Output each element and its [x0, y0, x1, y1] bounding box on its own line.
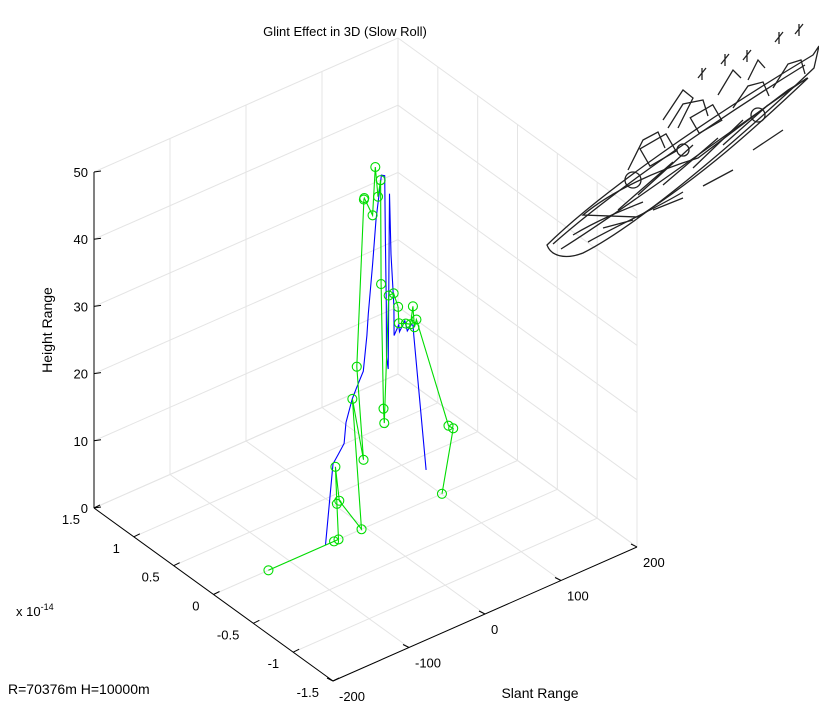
x-tick-label: -100: [415, 656, 441, 671]
data-point: [411, 314, 422, 325]
y-tick-mark: [253, 619, 260, 624]
data-point: [407, 301, 418, 312]
z-tick-label: 40: [74, 232, 88, 247]
range-height-annotation: R=70376m H=10000m: [8, 681, 150, 697]
data-point: [333, 534, 344, 545]
data-point: [379, 418, 390, 429]
floor-gridline: [253, 488, 558, 624]
data-point: [393, 301, 404, 312]
data-point: [443, 420, 454, 431]
data-point: [331, 498, 342, 509]
data-point: [358, 454, 369, 465]
z-tick-mark: [93, 439, 102, 442]
chart-title: Glint Effect in 3D (Slow Roll): [263, 24, 427, 39]
x-tick-label: -200: [339, 689, 365, 704]
z-tick-mark: [93, 237, 102, 240]
z-tick-mark: [93, 372, 102, 375]
data-point: [376, 279, 387, 290]
data-point: [388, 288, 399, 299]
floor-gridline: [173, 431, 478, 567]
y-exponent-label: x 10-14: [16, 602, 54, 619]
z-tick-label: 50: [74, 165, 88, 180]
x-axis-label: Slant Range: [501, 685, 578, 701]
x-tick-label: 200: [643, 555, 665, 570]
y-tick-mark: [93, 504, 101, 509]
data-point: [370, 161, 381, 173]
z-tick-mark: [93, 304, 102, 307]
z-tick-label: 0: [81, 501, 88, 516]
z-axis-label: Height Range: [39, 287, 55, 373]
data-point: [372, 191, 384, 202]
tick-labels: 0 10 20 30 40 50 -1.5 -1 -0.5 0 0.5 1 1.5 -200 -100 0 10…: [62, 165, 665, 704]
y-tick-label: -0.5: [217, 627, 239, 642]
data-point: [359, 193, 370, 204]
x-tick-label: 0: [491, 622, 498, 637]
y-tick-mark: [213, 591, 220, 595]
data-point: [409, 322, 420, 333]
data-point: [356, 524, 367, 535]
y-tick-label: -1.5: [297, 685, 319, 700]
y-tick-label: 0.5: [142, 570, 160, 585]
series-line: [268, 166, 454, 571]
x-tick-mark: [554, 577, 562, 581]
y-tick-label: 0: [192, 599, 199, 614]
x-tick-mark: [402, 644, 410, 648]
data-point: [330, 461, 341, 472]
x-tick-mark: [326, 677, 334, 682]
y-tick-label: 1: [113, 541, 120, 556]
y-tick-mark: [332, 677, 340, 682]
data-point: [375, 175, 386, 186]
y-tick-label: -1: [268, 656, 280, 671]
z-tick-label: 30: [74, 299, 88, 314]
data-point: [378, 403, 389, 414]
data-point: [448, 423, 459, 434]
x-tick-mark: [478, 610, 486, 615]
y-tick-mark: [173, 562, 180, 567]
z-tick-label: 10: [74, 434, 88, 449]
data-point: [334, 495, 345, 506]
x-tick-mark: [630, 543, 638, 548]
floor-gridline: [292, 517, 598, 653]
y-exponent-power: -14: [41, 602, 54, 612]
gridlines: [93, 37, 638, 682]
battleship-picture: [546, 23, 819, 258]
z-tick-mark: [93, 170, 102, 173]
y-tick-mark: [292, 648, 300, 653]
data-point: [367, 210, 378, 221]
y-exponent-base: x 10: [16, 604, 41, 619]
y-tick-label: 1.5: [62, 512, 80, 527]
floor-gridline: [133, 402, 439, 538]
data-series: [263, 161, 459, 576]
data-point: [351, 361, 362, 372]
data-point: [383, 290, 394, 301]
data-point: [263, 565, 274, 576]
data-point: [328, 536, 340, 547]
z-tick-label: 20: [74, 367, 88, 382]
series-line: [324, 174, 427, 546]
data-point: [347, 393, 358, 404]
axes: [93, 170, 638, 682]
data-point: [393, 318, 404, 329]
data-point: [400, 318, 411, 329]
data-point: [436, 488, 448, 499]
x-tick-label: 100: [567, 589, 589, 604]
y-tick-mark: [133, 533, 141, 538]
